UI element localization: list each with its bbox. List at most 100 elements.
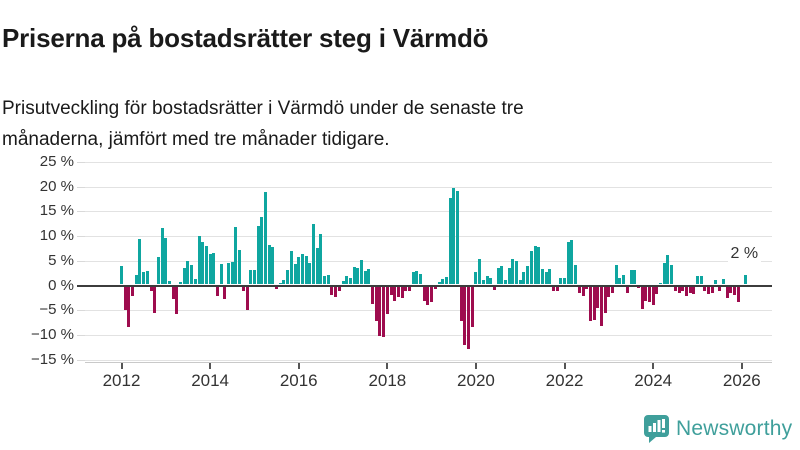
chart-bar bbox=[437, 281, 441, 285]
chart-bar bbox=[367, 268, 371, 285]
chart-bar bbox=[574, 264, 578, 285]
chart-bar bbox=[289, 251, 293, 285]
chart-bar bbox=[326, 274, 330, 285]
x-axis-line bbox=[85, 362, 772, 363]
chart-bar bbox=[636, 286, 640, 288]
chart-bar bbox=[252, 269, 256, 285]
chart-bar bbox=[585, 286, 589, 289]
chart-bar bbox=[234, 226, 238, 285]
y-tick-mark bbox=[77, 334, 85, 336]
chart-bar bbox=[120, 265, 123, 285]
chart-bar bbox=[341, 280, 345, 285]
chart-bar bbox=[511, 258, 515, 285]
y-axis-label: −15 % bbox=[31, 350, 74, 368]
chart-bar bbox=[463, 286, 467, 345]
gridline bbox=[85, 359, 772, 361]
chart-bar bbox=[182, 268, 186, 285]
chart-bar bbox=[297, 257, 301, 285]
chart-bar bbox=[389, 286, 393, 295]
chart-bar bbox=[319, 233, 323, 285]
chart-bar bbox=[559, 278, 563, 285]
gridline bbox=[85, 162, 772, 164]
chart-bar bbox=[393, 286, 397, 302]
chart-bar bbox=[707, 286, 711, 295]
chart-bar bbox=[334, 286, 338, 297]
chart-bar bbox=[607, 286, 611, 298]
x-tick-mark bbox=[563, 363, 566, 369]
y-axis-label: 5 % bbox=[48, 251, 74, 269]
chart-bar bbox=[522, 272, 526, 285]
x-axis-label: 2022 bbox=[545, 371, 584, 390]
chart-bar bbox=[164, 237, 168, 285]
newsworthy-logo[interactable]: Newsworthy bbox=[644, 415, 792, 443]
chart-bar bbox=[171, 286, 175, 299]
chart-bar bbox=[692, 286, 696, 295]
y-axis-label: 0 % bbox=[48, 276, 74, 294]
chart-bar bbox=[345, 276, 349, 285]
chart-bar bbox=[422, 286, 426, 301]
chart-bar bbox=[230, 262, 234, 285]
x-axis-label: 2012 bbox=[102, 371, 141, 390]
chart-bar bbox=[518, 279, 522, 285]
chart-bar bbox=[131, 286, 135, 297]
y-tick-mark bbox=[77, 284, 85, 287]
chart-bar bbox=[577, 286, 581, 294]
chart-bar bbox=[489, 278, 493, 285]
chart-bar bbox=[337, 286, 341, 291]
chart-bar bbox=[459, 286, 463, 322]
chart-bar bbox=[563, 278, 567, 285]
chart-bar bbox=[592, 286, 596, 321]
chart-bar bbox=[348, 278, 352, 285]
chart-bar bbox=[278, 283, 282, 285]
chart-bar bbox=[688, 286, 692, 294]
x-tick-mark bbox=[740, 363, 743, 369]
chart-bar bbox=[382, 286, 386, 338]
x-tick-mark bbox=[297, 363, 300, 369]
chart-bar bbox=[452, 188, 456, 285]
chart-bar bbox=[744, 274, 748, 285]
chart-bar bbox=[411, 272, 415, 285]
chart-bar bbox=[245, 286, 249, 310]
y-axis-label: 25 % bbox=[39, 153, 74, 171]
chart-bar bbox=[710, 286, 714, 294]
chart-bar bbox=[540, 269, 544, 285]
chart-bar bbox=[504, 279, 508, 285]
chart-bar bbox=[444, 277, 448, 285]
chart-bar bbox=[684, 286, 688, 296]
chart-bar bbox=[400, 286, 404, 299]
y-tick-mark bbox=[77, 162, 85, 164]
chart-bar bbox=[666, 254, 670, 285]
chart-bar bbox=[644, 286, 648, 301]
chart-bar bbox=[160, 227, 164, 285]
chart-bar bbox=[430, 286, 434, 303]
chart-bar bbox=[703, 286, 707, 292]
chart-bar bbox=[500, 266, 504, 285]
chart-bar bbox=[441, 279, 445, 285]
chart-bar bbox=[138, 238, 142, 285]
chart-bar bbox=[581, 286, 585, 296]
x-tick-mark bbox=[120, 363, 123, 369]
chart-bar bbox=[241, 286, 245, 292]
chart-bar bbox=[197, 236, 201, 285]
chart-bar bbox=[526, 266, 530, 285]
chart-bar bbox=[655, 286, 659, 295]
chart-bar bbox=[659, 283, 663, 285]
x-axis-label: 2016 bbox=[279, 371, 318, 390]
chart-bar bbox=[385, 286, 389, 314]
chart-bar bbox=[729, 286, 733, 294]
x-tick-mark bbox=[209, 363, 212, 369]
chart-bar bbox=[673, 286, 677, 291]
chart-bar bbox=[356, 268, 360, 285]
chart-bar bbox=[600, 286, 604, 326]
chart-bar bbox=[515, 260, 519, 285]
chart-bar bbox=[156, 256, 160, 285]
chart-bar bbox=[408, 286, 411, 292]
chart-bar bbox=[271, 246, 275, 285]
chart-bar bbox=[555, 286, 559, 291]
chart-bar bbox=[732, 286, 736, 295]
chart-bar bbox=[448, 197, 452, 285]
chart-bar bbox=[256, 226, 260, 285]
x-axis-label: 2024 bbox=[634, 371, 673, 390]
chart-bar bbox=[175, 286, 179, 314]
